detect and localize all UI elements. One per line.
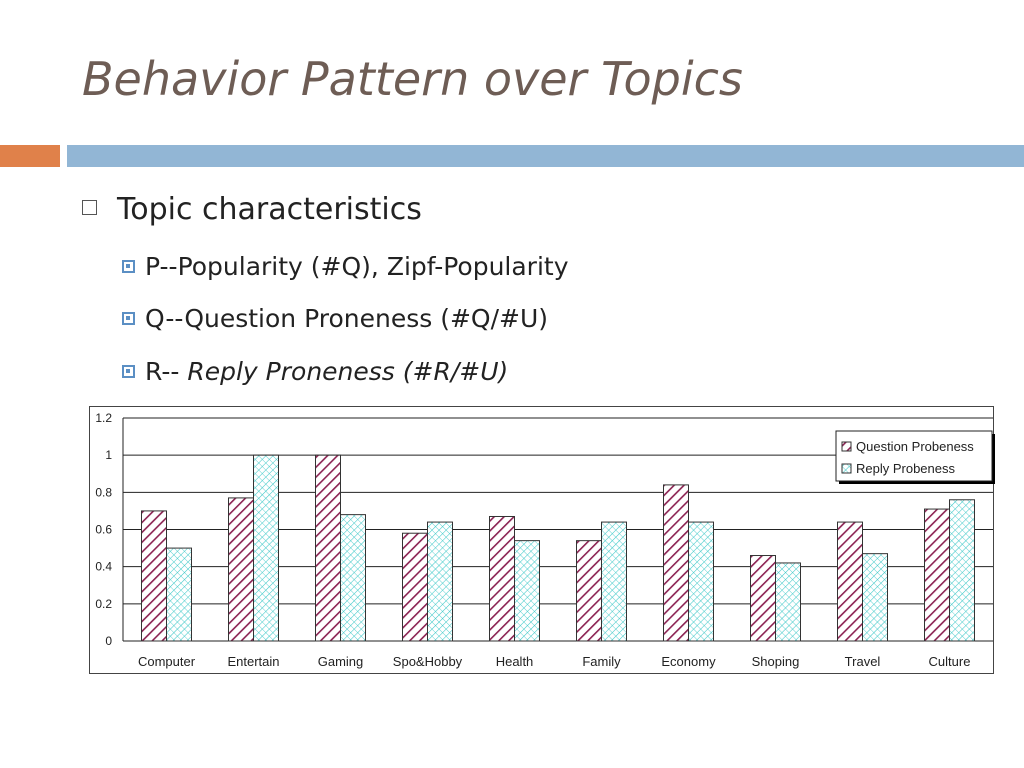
x-tick-label: Computer	[138, 654, 196, 669]
bar-reply-probeness	[601, 521, 627, 642]
bar-chart: 0 0.2 0.4 0.6 0.8 1 1.2 Computer Entertain Gamin…	[89, 406, 995, 674]
x-tick-label: Entertain	[227, 654, 279, 669]
bullet-list: Topic characteristics P--Popularity (#Q)…	[82, 192, 569, 386]
bar-question-probeness	[402, 532, 428, 642]
bar-question-probeness	[489, 515, 515, 642]
bar-reply-probeness	[166, 547, 192, 642]
bar-reply-probeness	[514, 540, 540, 642]
square-bullet-icon	[122, 365, 135, 378]
bar-question-probeness	[750, 555, 776, 642]
accent-bar-blue	[67, 145, 1024, 167]
bar-reply-probeness	[862, 553, 888, 642]
bar-question-probeness	[576, 540, 602, 642]
bullet-text: Topic characteristics	[117, 192, 422, 227]
legend-swatch-question	[841, 441, 852, 452]
bar-question-probeness	[663, 484, 689, 642]
x-tick-label: Shoping	[752, 654, 800, 669]
bar-reply-probeness	[340, 514, 366, 642]
x-tick-label: Health	[496, 654, 534, 669]
sub-bullet-text: Q--Question Proneness (#Q/#U)	[145, 304, 549, 333]
sub-bullet-prefix: R--	[145, 357, 188, 386]
bar-question-probeness	[141, 510, 167, 642]
bar-question-probeness	[924, 508, 950, 642]
y-tick-label: 0	[105, 634, 112, 648]
sub-bullet-italic-text: Reply Proneness (#R/#U)	[187, 357, 509, 386]
y-tick-label: 0.8	[95, 485, 112, 499]
bar-reply-probeness	[427, 521, 453, 642]
y-tick-label: 1.2	[95, 411, 112, 425]
x-tick-label: Gaming	[318, 654, 364, 669]
legend-label: Reply Probeness	[856, 461, 955, 476]
square-bullet-icon	[122, 260, 135, 273]
x-tick-label: Family	[582, 654, 621, 669]
legend-box	[835, 430, 993, 482]
sub-bullet-question-proneness: Q--Question Proneness (#Q/#U)	[122, 304, 548, 333]
square-bullet-icon	[122, 312, 135, 325]
sub-bullet-popularity: P--Popularity (#Q), Zipf-Popularity	[122, 252, 569, 281]
accent-bar-orange	[0, 145, 60, 167]
x-tick-label: Culture	[929, 654, 971, 669]
legend-swatch-reply	[841, 463, 852, 474]
bar-reply-probeness	[775, 562, 801, 642]
sub-bullet-reply-proneness: R-- Reply Proneness (#R/#U)	[122, 357, 508, 386]
bar-reply-probeness	[253, 454, 279, 642]
y-tick-label: 0.2	[95, 597, 112, 611]
sub-bullet-text: P--Popularity (#Q), Zipf-Popularity	[145, 252, 569, 281]
x-tick-label: Spo&Hobby	[393, 654, 463, 669]
bullet-topic-characteristics: Topic characteristics	[82, 192, 422, 227]
bar-question-probeness	[228, 497, 254, 642]
x-tick-label: Economy	[661, 654, 716, 669]
slide-title: Behavior Pattern over Topics	[82, 52, 743, 106]
bar-reply-probeness	[688, 521, 714, 642]
y-tick-label: 0.4	[95, 560, 112, 574]
x-tick-label: Travel	[845, 654, 881, 669]
bar-question-probeness	[837, 521, 863, 642]
bar-reply-probeness	[949, 499, 975, 642]
bar-question-probeness	[315, 454, 341, 642]
legend-label: Question Probeness	[856, 439, 974, 454]
hollow-square-bullet-icon	[82, 200, 97, 215]
y-tick-label: 1	[105, 448, 112, 462]
y-tick-label: 0.6	[95, 523, 112, 537]
